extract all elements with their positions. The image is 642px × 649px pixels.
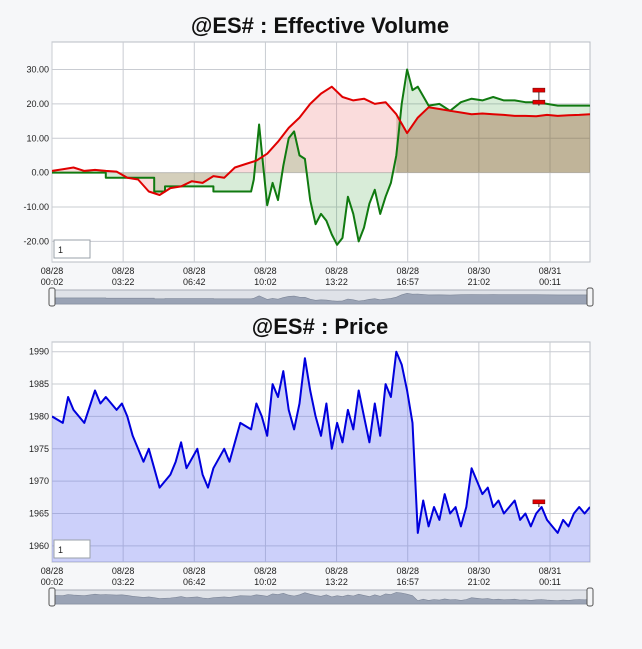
x-tick-label: 00:11 [539, 277, 561, 287]
x-tick-label: 00:02 [41, 577, 64, 587]
y-tick-label: 30.00 [26, 65, 49, 75]
y-tick-label: 0.00 [31, 168, 49, 178]
y-tick-label: 1970 [29, 476, 49, 486]
x-tick-label: 03:22 [112, 277, 135, 287]
chart-title: @ES# : Price [252, 314, 388, 339]
x-tick-label: 08/30 [468, 566, 491, 576]
series-line [52, 350, 590, 534]
period-input-value: 1 [58, 245, 63, 255]
plot-area [51, 341, 591, 563]
series-fill [396, 107, 590, 173]
navigator-handle-left[interactable] [48, 587, 56, 607]
y-tick-label: 1975 [29, 444, 49, 454]
plot-group [52, 350, 590, 562]
x-tick-label: 08/28 [254, 566, 277, 576]
x-tick-label: 13:22 [325, 277, 348, 287]
series-fill [52, 69, 590, 245]
x-tick-label: 08/31 [539, 266, 562, 276]
x-tick-label: 08/30 [468, 266, 491, 276]
x-tick-label: 08/28 [183, 266, 206, 276]
x-tick-label: 00:02 [41, 277, 64, 287]
y-tick-label: 1990 [29, 347, 49, 357]
navigator-handle-right[interactable] [586, 587, 594, 607]
x-tick-label: 16:57 [396, 277, 419, 287]
chart-title: @ES# : Effective Volume [191, 13, 449, 38]
x-tick-label: 10:02 [254, 577, 277, 587]
x-tick-label: 08/28 [396, 266, 419, 276]
x-tick-label: 08/28 [254, 266, 277, 276]
y-tick-label: 1965 [29, 508, 49, 518]
marker [532, 499, 546, 505]
series-fill [52, 86, 590, 195]
y-tick-label: -20.00 [23, 236, 49, 246]
navigator-preview [51, 292, 591, 305]
x-tick-label: 08/28 [41, 266, 64, 276]
plot-area [51, 41, 591, 263]
y-tick-label: -10.00 [23, 202, 49, 212]
price-chart: 199019851980197519701965196008/2800:0208… [29, 341, 594, 607]
period-input-value: 1 [58, 545, 63, 555]
period-input[interactable] [53, 539, 91, 559]
series-line [52, 68, 590, 246]
y-tick-label: 1960 [29, 541, 49, 551]
navigator-handle-left[interactable] [48, 287, 56, 307]
x-tick-label: 08/28 [112, 566, 135, 576]
x-tick-label: 16:57 [396, 577, 419, 587]
x-tick-label: 08/28 [325, 566, 348, 576]
x-tick-label: 00:11 [539, 577, 561, 587]
x-tick-label: 03:22 [112, 577, 135, 587]
marker [532, 87, 546, 93]
x-tick-label: 10:02 [254, 277, 277, 287]
marker [532, 99, 546, 105]
plot-group [52, 68, 590, 246]
x-tick-label: 08/28 [396, 566, 419, 576]
period-input[interactable] [53, 239, 91, 259]
navigator-preview [51, 592, 591, 605]
x-tick-label: 08/28 [183, 566, 206, 576]
x-tick-label: 21:02 [468, 277, 491, 287]
x-tick-label: 08/28 [41, 566, 64, 576]
y-tick-label: 20.00 [26, 99, 49, 109]
x-tick-label: 21:02 [468, 577, 491, 587]
x-tick-label: 08/28 [112, 266, 135, 276]
effective-volume-chart: 30.0020.0010.000.00-10.00-20.0008/2800:0… [23, 41, 594, 307]
navigator-handle-right[interactable] [586, 287, 594, 307]
y-tick-label: 1985 [29, 379, 49, 389]
x-tick-label: 08/28 [325, 266, 348, 276]
x-tick-label: 06:42 [183, 577, 206, 587]
x-tick-label: 08/31 [539, 566, 562, 576]
series-line [52, 85, 590, 196]
y-tick-label: 1980 [29, 411, 49, 421]
y-tick-label: 10.00 [26, 133, 49, 143]
x-tick-label: 06:42 [183, 277, 206, 287]
x-tick-label: 13:22 [325, 577, 348, 587]
